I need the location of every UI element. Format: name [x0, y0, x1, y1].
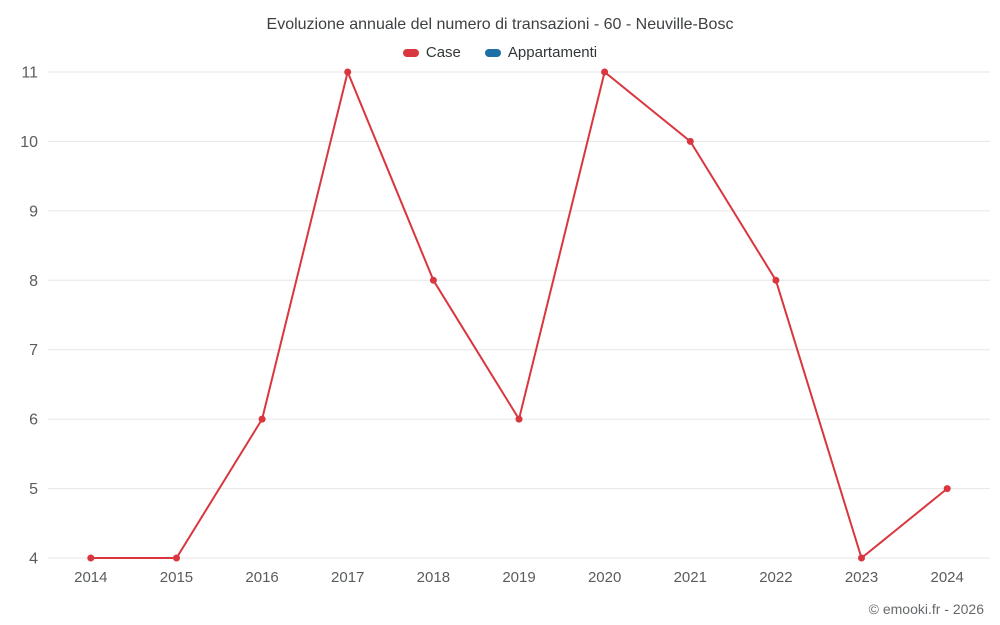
- svg-text:2015: 2015: [160, 569, 193, 586]
- svg-text:10: 10: [20, 134, 38, 151]
- case-series-swatch: [402, 48, 419, 57]
- svg-text:2014: 2014: [74, 569, 107, 586]
- appartamenti-series-swatch: [484, 48, 501, 57]
- svg-text:8: 8: [29, 273, 38, 290]
- legend-item-appartamenti[interactable]: Appartamenti: [484, 44, 598, 61]
- svg-text:9: 9: [29, 203, 38, 220]
- svg-text:2023: 2023: [845, 569, 878, 586]
- attribution: © emooki.fr - 2026: [868, 601, 984, 617]
- svg-text:11: 11: [21, 65, 38, 82]
- svg-text:5: 5: [29, 481, 38, 498]
- legend-label-appartamenti: Appartamenti: [507, 44, 598, 61]
- svg-text:2024: 2024: [930, 569, 963, 586]
- svg-text:2019: 2019: [502, 569, 535, 586]
- legend-item-case[interactable]: Case: [402, 44, 461, 61]
- legend-label-case: Case: [425, 44, 461, 61]
- svg-text:7: 7: [29, 342, 38, 359]
- svg-text:2021: 2021: [674, 569, 707, 586]
- chart-legend: Case Appartamenti: [0, 44, 1000, 61]
- svg-text:2017: 2017: [331, 569, 364, 586]
- chart-title: Evoluzione annuale del numero di transaz…: [266, 16, 734, 33]
- svg-text:2020: 2020: [588, 569, 621, 586]
- svg-text:6: 6: [29, 412, 38, 429]
- svg-text:2022: 2022: [759, 569, 792, 586]
- svg-text:4: 4: [29, 551, 38, 568]
- svg-text:2018: 2018: [417, 569, 450, 586]
- svg-text:2016: 2016: [245, 569, 278, 586]
